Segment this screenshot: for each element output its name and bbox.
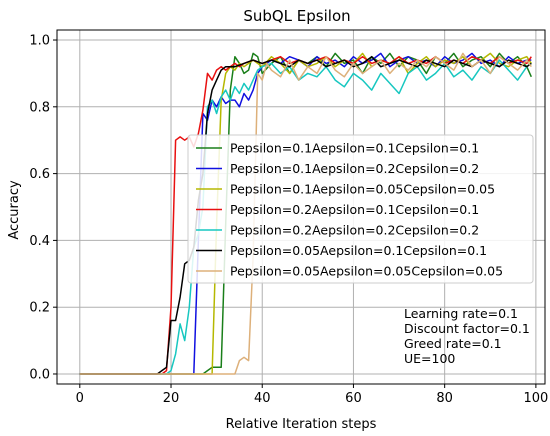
y-axis-label: Accuracy bbox=[7, 180, 22, 240]
annotation-greed-rate: Greed rate=0.1 bbox=[404, 336, 502, 351]
legend-entry: Pepsilon=0.2Aepsilon=0.1Cepsilon=0.1 bbox=[230, 202, 479, 217]
y-tick-label: 1.0 bbox=[29, 34, 50, 49]
annotation-learning-rate: Learning rate=0.1 bbox=[404, 306, 518, 321]
legend-box bbox=[187, 134, 534, 284]
annotation-ue: UE=100 bbox=[404, 351, 455, 366]
legend-entry: Pepsilon=0.05Aepsilon=0.05Cepsilon=0.05 bbox=[230, 264, 503, 279]
legend: Pepsilon=0.1Aepsilon=0.1Cepsilon=0.1 Peps… bbox=[187, 134, 534, 284]
legend-entry: Pepsilon=0.1Aepsilon=0.05Cepsilon=0.05 bbox=[230, 182, 495, 197]
legend-entry: Pepsilon=0.05Aepsilon=0.1Cepsilon=0.1 bbox=[230, 243, 487, 258]
x-axis-label: Relative Iteration steps bbox=[226, 417, 377, 432]
x-tick-label: 20 bbox=[163, 391, 180, 406]
axis-ticks: 0 20 40 60 80 100 0.0 0.2 0.4 0.6 0.8 1.0 bbox=[29, 34, 548, 406]
y-tick-label: 0.6 bbox=[29, 167, 50, 182]
y-tick-label: 0.0 bbox=[29, 367, 50, 382]
legend-entry: Pepsilon=0.2Aepsilon=0.2Cepsilon=0.2 bbox=[230, 223, 479, 238]
plot-frame bbox=[56, 29, 546, 385]
y-tick-label: 0.2 bbox=[29, 301, 50, 316]
x-tick-label: 0 bbox=[76, 391, 84, 406]
legend-entry: Pepsilon=0.1Aepsilon=0.1Cepsilon=0.1 bbox=[230, 141, 479, 156]
x-tick-label: 60 bbox=[345, 391, 362, 406]
x-tick-label: 40 bbox=[254, 391, 271, 406]
chart-title: SubQL Epsilon bbox=[243, 7, 350, 25]
x-tick-label: 80 bbox=[436, 391, 453, 406]
series-lines bbox=[79, 52, 532, 375]
legend-entry: Pepsilon=0.1Aepsilon=0.2Cepsilon=0.2 bbox=[230, 161, 479, 176]
x-tick-label: 100 bbox=[523, 391, 548, 406]
series-line-7 bbox=[79, 52, 532, 375]
annotation-block: Learning rate=0.1 Discount factor=0.1 Gr… bbox=[404, 306, 530, 366]
y-tick-label: 0.4 bbox=[29, 234, 50, 249]
y-tick-label: 0.8 bbox=[29, 100, 50, 115]
annotation-discount-factor: Discount factor=0.1 bbox=[404, 321, 530, 336]
